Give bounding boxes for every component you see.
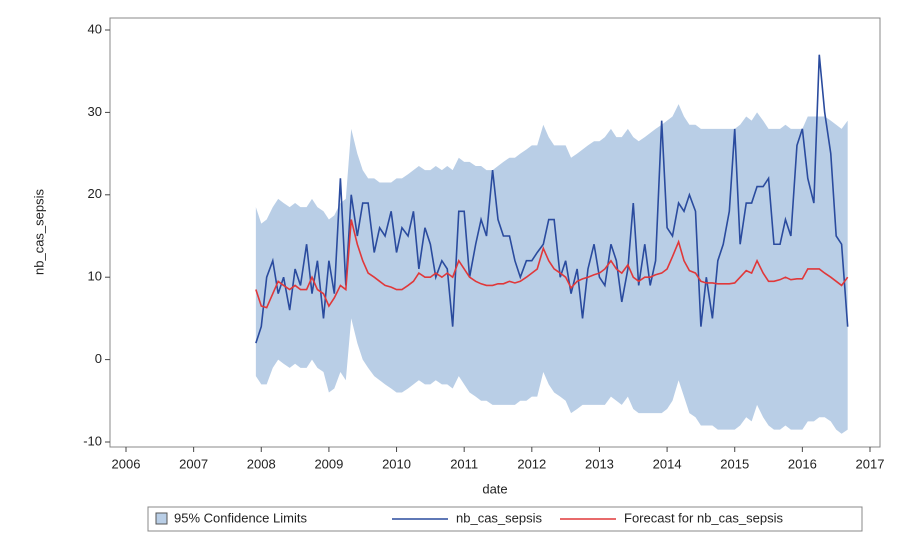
x-axis-label: date bbox=[482, 481, 507, 496]
y-tick-label: 30 bbox=[88, 104, 102, 119]
confidence-band bbox=[255, 104, 848, 434]
series-line bbox=[255, 219, 849, 309]
y-axis-label: nb_cas_sepsis bbox=[31, 189, 46, 275]
legend bbox=[147, 506, 863, 532]
y-tick-label: 0 bbox=[95, 351, 102, 366]
x-tick-label: 2007 bbox=[179, 456, 208, 471]
x-tick-label: 2015 bbox=[720, 456, 749, 471]
legend-label: nb_cas_sepsis bbox=[456, 510, 542, 525]
y-tick-label: 10 bbox=[88, 269, 102, 284]
y-tick-label: 40 bbox=[88, 21, 102, 36]
series-line bbox=[255, 54, 849, 344]
x-tick-label: 2008 bbox=[247, 456, 276, 471]
legend-label: Forecast for nb_cas_sepsis bbox=[624, 510, 783, 525]
x-tick-label: 2017 bbox=[856, 456, 885, 471]
legend-label: 95% Confidence Limits bbox=[174, 510, 307, 525]
x-tick-label: 2014 bbox=[653, 456, 682, 471]
x-tick-label: 2006 bbox=[112, 456, 141, 471]
legend-swatch bbox=[155, 512, 168, 525]
x-tick-label: 2010 bbox=[382, 456, 411, 471]
y-tick-label: 20 bbox=[88, 186, 102, 201]
y-tick-label: -10 bbox=[83, 433, 102, 448]
x-tick-label: 2016 bbox=[788, 456, 817, 471]
x-tick-label: 2011 bbox=[450, 456, 478, 471]
x-tick-label: 2009 bbox=[314, 456, 343, 471]
x-tick-label: 2013 bbox=[585, 456, 614, 471]
x-tick-label: 2012 bbox=[517, 456, 546, 471]
